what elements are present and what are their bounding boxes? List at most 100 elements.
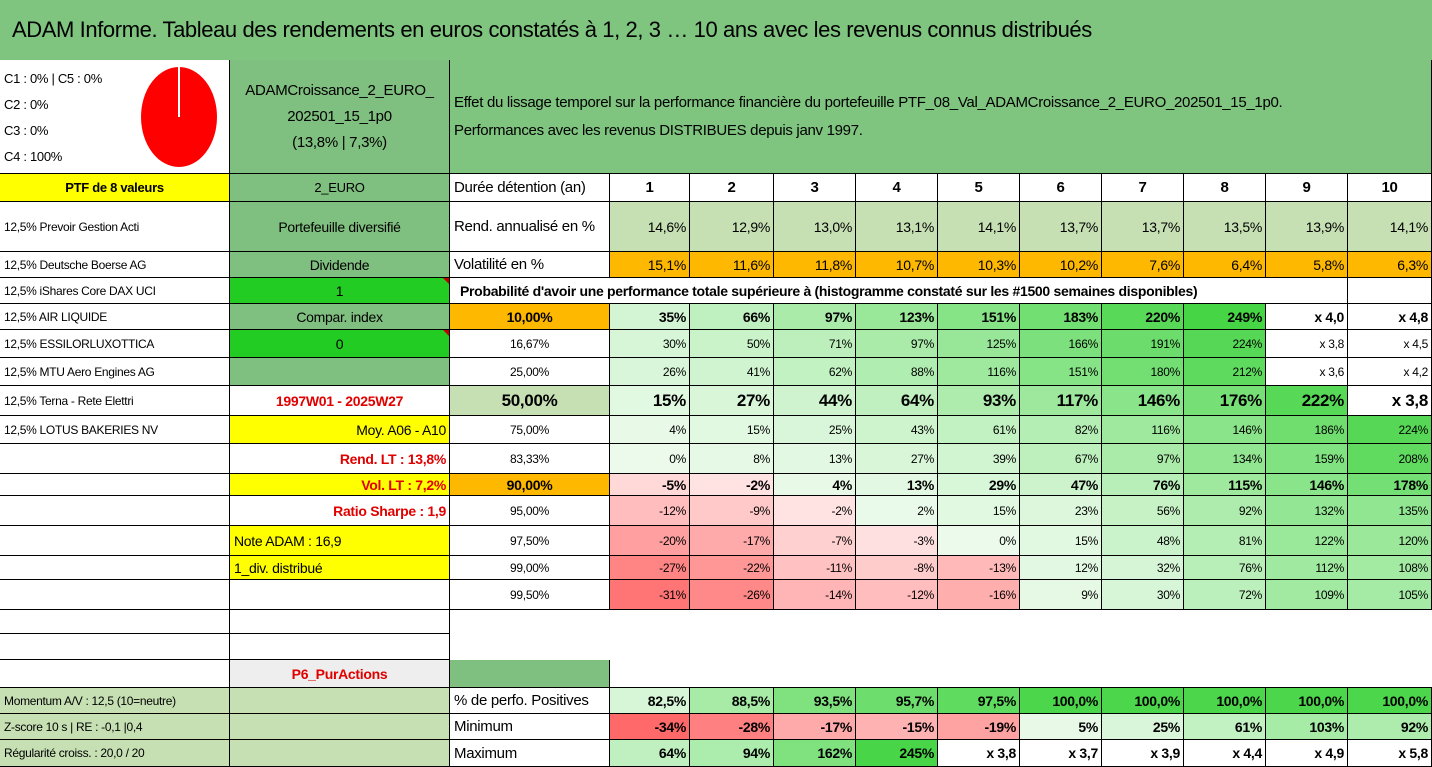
probability-value: 2% [856,496,938,526]
empty-cell [0,610,230,634]
positive-perf-value: 100,0% [1266,688,1348,714]
probability-value: 116% [1102,416,1184,444]
empty-green-cell [450,660,610,688]
volatility-value: 10,3% [938,252,1020,278]
empty-cell [0,526,230,556]
holding-item: 12,5% Deutsche Boerse AG [0,252,230,278]
percentile-label: 10,00% [450,304,610,330]
maximum-value: x 4,9 [1266,740,1348,767]
long-term-volatility-label: Vol. LT : 7,2% [230,474,450,496]
probability-value: x 4,5 [1348,330,1432,358]
probability-value: 212% [1184,358,1266,386]
probability-value: -14% [774,580,856,610]
probability-value: x 3,8 [1348,386,1432,416]
positive-perf-value: 93,5% [774,688,856,714]
holding-item: 12,5% Terna - Rete Elettri [0,386,230,416]
probability-value: 159% [1266,444,1348,474]
minimum-value: -19% [938,714,1020,740]
volatility-label: Volatilité en % [450,252,610,278]
probability-value: 97% [774,304,856,330]
probability-value: 15% [690,416,774,444]
probability-value: 50% [690,330,774,358]
probability-value: 108% [1348,556,1432,580]
minimum-value: 103% [1266,714,1348,740]
positive-perf-value: 95,7% [856,688,938,714]
probability-value: -2% [774,496,856,526]
probability-value: 120% [1348,526,1432,556]
annual-return-value: 13,1% [856,202,938,252]
holding-item: 12,5% LOTUS BAKERIES NV [0,416,230,444]
empty-green-cell [230,358,450,386]
momentum-label: Momentum A/V : 12,5 (10=neutre) [0,688,230,714]
probability-value: -22% [690,556,774,580]
minimum-value: -34% [610,714,690,740]
portfolio-name-line: 202501_15_1p0 [287,107,392,125]
positive-perf-value: 100,0% [1184,688,1266,714]
year-header: 10 [1348,174,1432,202]
compar-index-label: Compar. index [230,304,450,330]
probability-value: 81% [1184,526,1266,556]
probability-value: 146% [1184,416,1266,444]
minimum-label: Minimum [450,714,610,740]
volatility-value: 6,3% [1348,252,1432,278]
positive-perf-value: 88,5% [690,688,774,714]
percentile-label: 95,00% [450,496,610,526]
probability-value: 151% [1020,358,1102,386]
empty-cell [0,474,230,496]
probability-value: 151% [938,304,1020,330]
asset-class-line: C4 : 100% [4,149,63,164]
probability-value: 105% [1348,580,1432,610]
probability-value: 47% [1020,474,1102,496]
asset-class-line: C3 : 0% [4,123,49,138]
probability-value: 43% [856,416,938,444]
percentile-label: 75,00% [450,416,610,444]
probability-value: x 3,6 [1266,358,1348,386]
probability-value: -3% [856,526,938,556]
holding-item: 12,5% iShares Core DAX UCI [0,278,230,304]
probability-value: 208% [1348,444,1432,474]
probability-value: 30% [610,330,690,358]
probability-value: x 3,8 [1266,330,1348,358]
volatility-value: 10,7% [856,252,938,278]
probability-value: -5% [610,474,690,496]
probability-value: -8% [856,556,938,580]
year-header: 2 [690,174,774,202]
duration-label: Durée détention (an) [450,174,610,202]
holding-item: 12,5% ESSILORLUXOTTICA [0,330,230,358]
minimum-value: 61% [1184,714,1266,740]
description-box: Effet du lissage temporel sur la perform… [450,60,1432,174]
probability-value: 15% [610,386,690,416]
annual-return-value: 13,9% [1266,202,1348,252]
probability-value: 76% [1184,556,1266,580]
year-header: 5 [938,174,1020,202]
maximum-value: x 3,8 [938,740,1020,767]
probability-value: 93% [938,386,1020,416]
probability-value: 88% [856,358,938,386]
annual-return-value: 14,1% [1348,202,1432,252]
minimum-value: -15% [856,714,938,740]
probability-value: 186% [1266,416,1348,444]
minimum-value: 5% [1020,714,1102,740]
probability-value: 13% [774,444,856,474]
probability-value: 71% [774,330,856,358]
probability-value: 61% [938,416,1020,444]
asset-class-line: C2 : 0% [4,97,49,112]
year-header: 3 [774,174,856,202]
probability-value: 67% [1020,444,1102,474]
empty-cell [230,688,450,714]
probability-value: 224% [1348,416,1432,444]
probability-value: 13% [856,474,938,496]
probability-value: 62% [774,358,856,386]
probability-value: 178% [1348,474,1432,496]
volatility-value: 11,8% [774,252,856,278]
probability-value: -26% [690,580,774,610]
empty-cell [0,580,230,610]
year-header: 6 [1020,174,1102,202]
probability-value: 109% [1266,580,1348,610]
zscore-label: Z-score 10 s | RE : -0,1 |0,4 [0,714,230,740]
probability-value: 9% [1020,580,1102,610]
probability-value: 23% [1020,496,1102,526]
minimum-value: -17% [774,714,856,740]
probability-value: 32% [1102,556,1184,580]
positive-perf-value: 82,5% [610,688,690,714]
